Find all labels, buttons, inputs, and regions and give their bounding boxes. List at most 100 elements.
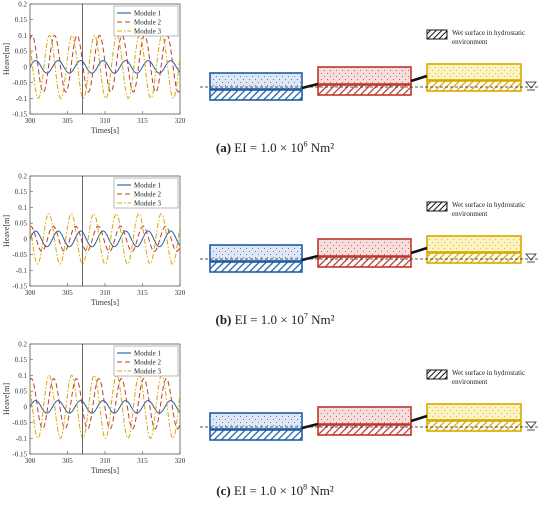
y-tick-label: -0.1 [16, 267, 28, 275]
connector-2-3 [410, 74, 428, 83]
wet-surface-legend-text: Wet surface in hydrostatic [452, 369, 525, 377]
legend-entry: Module 2 [134, 191, 162, 199]
water-level-icon [525, 81, 537, 89]
y-tick-label: -0.05 [12, 79, 27, 87]
caption-exponent: 7 [303, 311, 308, 321]
module-2-body [317, 66, 412, 85]
caption-label: (c) [216, 483, 231, 498]
legend-entry: Module 1 [134, 10, 162, 18]
caption-text: EI = 1.0 × 10 [234, 312, 304, 327]
module-1-body [209, 72, 303, 90]
y-tick-label: 0.1 [18, 32, 27, 40]
x-tick-label: 300 [25, 289, 36, 297]
wet-surface-legend-text: environment [452, 38, 487, 46]
wet-surface-legend-swatch [426, 369, 448, 380]
x-tick-label: 305 [62, 289, 73, 297]
x-tick-label: 300 [25, 457, 36, 465]
legend-entry: Module 3 [134, 368, 162, 376]
y-tick-label: 0.05 [15, 48, 28, 56]
module-3-body [426, 63, 522, 81]
connector-2-3 [410, 414, 428, 423]
caption-exponent: 8 [303, 482, 308, 492]
y-tick-label: -0.1 [16, 95, 28, 103]
series-line-2 [30, 34, 180, 93]
y-tick-label: 0.1 [18, 204, 27, 212]
series-line-1 [30, 400, 180, 414]
heave-chart-c: -0.15 -0.1 -0.05 0 0.05 0.1 0.15 0.2 300 305 310 31… [2, 341, 186, 476]
module-3-wet-surface [426, 252, 522, 264]
series-line-3 [30, 374, 180, 439]
module-1-wet-surface [209, 89, 303, 101]
series-group [30, 213, 180, 265]
module-1-body [209, 244, 303, 262]
caption-b: (b) EI = 1.0 × 107 Nm² [0, 312, 550, 328]
x-tick-label: 305 [62, 117, 73, 125]
panel-b: -0.15 -0.1 -0.05 0 0.05 0.1 0.15 0.2 300 305 310 31… [0, 172, 550, 339]
x-tick-label: 315 [137, 117, 148, 125]
caption-label: (a) [215, 140, 232, 155]
legend-entry: Module 3 [134, 200, 162, 208]
module-3-wet-surface [426, 420, 522, 432]
y-tick-label: 0.15 [15, 188, 28, 196]
caption-unit: Nm² [307, 483, 334, 498]
module-3-body [426, 235, 522, 253]
panel-c: -0.15 -0.1 -0.05 0 0.05 0.1 0.15 0.2 300 305 310 31… [0, 340, 550, 507]
wet-surface-legend-text: Wet surface in hydrostatic [452, 29, 525, 37]
module-1-wet-surface [209, 261, 303, 273]
y-tick-label: 0.2 [18, 341, 27, 349]
y-tick-label: 0.15 [15, 16, 28, 24]
legend-entry: Module 2 [134, 359, 162, 367]
y-tick-label: 0.2 [18, 173, 27, 181]
module-1-body [209, 412, 303, 430]
caption-unit: Nm² [307, 140, 335, 155]
module-2-body [317, 238, 412, 257]
wet-surface-legend-swatch [426, 201, 448, 212]
y-tick-label: 0.05 [15, 220, 28, 228]
x-tick-label: 310 [100, 457, 111, 465]
y-tick-label: -0.05 [12, 419, 27, 427]
y-tick-label: -0.05 [12, 251, 27, 259]
series-group [30, 374, 180, 439]
x-tick-label: 320 [175, 117, 186, 125]
y-tick-label: -0.1 [16, 435, 28, 443]
x-tick-label: 315 [137, 289, 148, 297]
legend-entry: Module 1 [134, 350, 162, 358]
x-tick-label: 300 [25, 117, 36, 125]
series-line-1 [30, 60, 180, 74]
y-axis-label: Heave[m] [2, 383, 11, 415]
x-tick-label: 320 [175, 289, 186, 297]
y-tick-label: 0 [24, 63, 28, 71]
x-tick-label: 310 [100, 117, 111, 125]
panel-a: -0.15 -0.1 -0.05 0 0.05 0.1 0.15 0.2 300 305 310 31… [0, 0, 550, 167]
caption-exponent: 6 [303, 139, 308, 149]
water-level-icon [525, 253, 537, 261]
heave-chart-a: -0.15 -0.1 -0.05 0 0.05 0.1 0.15 0.2 300 305 310 31… [2, 1, 186, 136]
connector-1-2 [301, 82, 319, 90]
x-tick-label: 315 [137, 457, 148, 465]
x-tick-label: 310 [100, 289, 111, 297]
y-tick-label: -0.15 [12, 451, 27, 459]
connector-2-3 [410, 246, 428, 255]
y-tick-label: 0.05 [15, 388, 28, 396]
y-tick-label: 0.2 [18, 1, 27, 9]
connector-1-2 [301, 254, 319, 262]
module-3-body [426, 403, 522, 421]
series-line-3 [30, 34, 180, 99]
series-group [30, 34, 180, 99]
series-line-2 [30, 225, 180, 252]
y-tick-label: 0.15 [15, 356, 28, 364]
y-tick-label: 0 [24, 235, 28, 243]
caption-text: EI = 1.0 × 10 [234, 140, 304, 155]
water-level-icon [525, 421, 537, 429]
wet-surface-legend-text: Wet surface in hydrostatic [452, 201, 525, 209]
series-line-2 [30, 378, 180, 430]
module-2-wet-surface [317, 256, 412, 268]
wet-surface-legend-text: environment [452, 378, 487, 386]
y-axis-label: Heave[m] [2, 215, 11, 247]
caption-unit: Nm² [307, 312, 335, 327]
caption-a: (a) EI = 1.0 × 106 Nm² [0, 140, 550, 156]
